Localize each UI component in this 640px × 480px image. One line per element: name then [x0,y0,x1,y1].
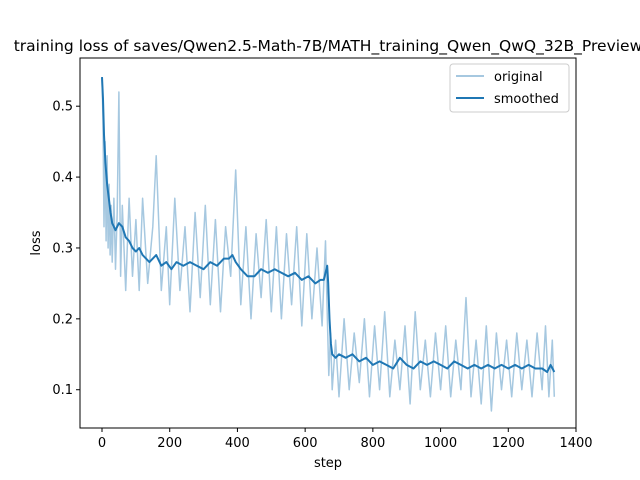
y-tick-label: 0.5 [52,100,73,115]
x-tick-label: 800 [360,436,385,451]
x-axis: 0 200 400 600 800 1000 1200 1400 [98,428,593,451]
x-tick-label: 1200 [492,436,525,451]
y-tick-label: 0.4 [52,171,73,186]
chart-title: training loss of saves/Qwen2.5-Math-7B/M… [14,37,640,56]
series-layer [101,77,556,412]
y-tick-label: 0.1 [52,383,73,398]
x-tick-label: 0 [98,436,106,451]
legend-label-original: original [494,70,543,85]
series-line-original [101,77,556,412]
x-tick-label: 400 [225,436,250,451]
y-axis: 0.1 0.2 0.3 0.4 0.5 [52,100,80,398]
x-tick-label: 1000 [424,436,457,451]
y-tick-label: 0.3 [52,241,73,256]
x-tick-label: 200 [157,436,182,451]
x-axis-label: step [314,456,342,471]
y-axis-label: loss [29,230,44,255]
x-tick-label: 1400 [559,436,592,451]
legend-label-smoothed: smoothed [494,92,559,107]
y-tick-label: 0.2 [52,312,73,327]
x-tick-label: 600 [293,436,318,451]
legend: original smoothed [449,63,570,113]
plot-frame [79,57,577,429]
series-line-smoothed [101,77,556,373]
